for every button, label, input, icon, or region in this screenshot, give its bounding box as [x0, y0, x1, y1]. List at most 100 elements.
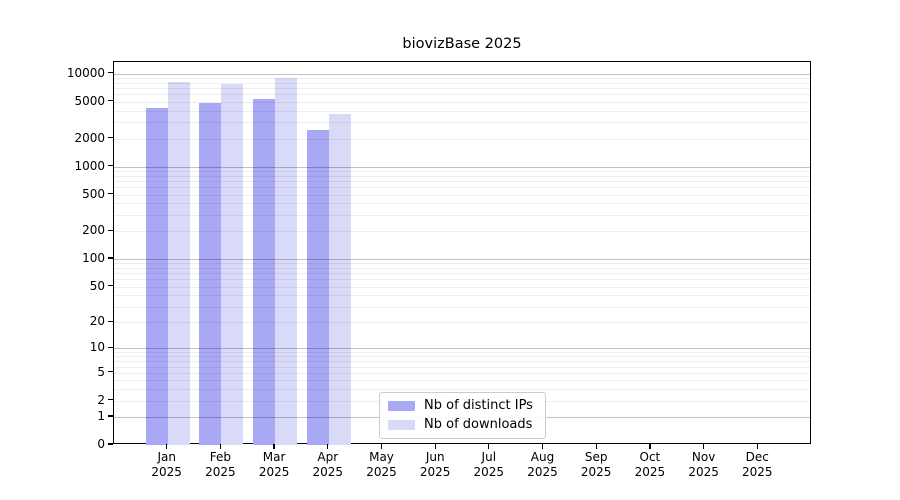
y-axis-tick: [108, 100, 113, 102]
legend-item: Nb of downloads: [388, 418, 536, 432]
y-axis-tick-label: 10: [89, 340, 105, 355]
y-axis-tick: [108, 229, 113, 231]
gridline-minor: [114, 101, 810, 103]
gridline-minor: [114, 82, 810, 84]
gridline-minor: [114, 180, 810, 182]
y-axis-tick-label: 0: [97, 437, 105, 451]
legend: Nb of distinct IPs Nb of downloads: [379, 392, 546, 439]
gridline-minor: [114, 170, 810, 172]
x-axis-tick: [434, 443, 436, 449]
legend-label: Nb of distinct IPs: [424, 398, 533, 413]
x-axis-tick-label: Jan 2025: [151, 450, 182, 479]
gridline-minor: [114, 356, 810, 358]
y-axis-tick: [108, 136, 113, 139]
grid-layer: [114, 62, 810, 443]
bars-layer: [114, 62, 810, 445]
y-axis-tick: [108, 320, 113, 322]
gridline-minor: [114, 94, 810, 96]
gridline-minor: [114, 380, 810, 382]
x-axis-tick-label: Feb 2025: [205, 450, 236, 479]
gridline-minor: [114, 175, 810, 177]
chart-title: biovizBase 2025: [402, 36, 522, 52]
gridline-minor: [114, 194, 810, 196]
bar-downloads: [275, 78, 298, 445]
x-axis-tick: [541, 443, 544, 449]
y-axis-tick-label: 50: [89, 278, 105, 293]
plot-area: [113, 61, 811, 445]
legend-label: Nb of downloads: [424, 417, 533, 432]
y-axis-tick-label: 5000: [74, 93, 105, 108]
x-axis-tick-label: Jul 2025: [473, 450, 505, 479]
x-axis-tick: [219, 443, 222, 449]
x-axis-tick: [380, 443, 383, 449]
x-axis-tick: [327, 443, 329, 449]
gridline-minor: [114, 267, 810, 269]
bar-downloads: [167, 82, 190, 445]
gridline-major: [114, 166, 810, 168]
y-axis-tick: [108, 284, 113, 287]
gridline-minor: [114, 352, 810, 354]
y-axis-tick-label: 10000: [66, 65, 105, 80]
bar-downloads: [221, 84, 244, 445]
y-axis-tick-label: 1000: [74, 158, 105, 173]
gridline-minor: [114, 279, 810, 281]
x-axis-tick: [649, 443, 651, 449]
y-axis-tick: [108, 415, 113, 417]
gridline-minor: [114, 322, 810, 324]
y-axis-tick-label: 500: [82, 186, 105, 201]
y-axis-tick: [108, 346, 113, 349]
legend-swatch-distinct-ips: [388, 401, 415, 411]
gridline-minor: [114, 231, 810, 233]
y-axis-tick: [108, 192, 113, 195]
x-axis-tick: [595, 443, 597, 449]
x-axis-tick: [488, 443, 490, 449]
gridline-minor: [114, 361, 810, 363]
gridline-minor: [114, 263, 810, 265]
gridline-minor: [114, 295, 810, 297]
x-axis-tick-label: Jun 2025: [419, 450, 451, 479]
y-axis-tick-label: 200: [82, 223, 105, 238]
gridline-major: [114, 259, 810, 260]
bar-distinct-ips: [306, 129, 329, 445]
gridline-minor: [114, 372, 810, 374]
bar-distinct-ips: [199, 103, 222, 445]
x-axis-tick-label: Mar 2025: [258, 450, 290, 479]
x-axis-tick-label: Sep 2025: [580, 450, 612, 479]
x-axis-tick: [756, 443, 758, 449]
x-axis-tick-label: Oct 2025: [634, 450, 666, 479]
x-axis-tick-label: Apr 2025: [312, 450, 344, 479]
y-axis-tick: [108, 72, 113, 74]
gridline-minor: [114, 306, 810, 308]
gridline-minor: [114, 273, 810, 275]
gridline-minor: [114, 78, 810, 79]
y-axis-tick: [108, 443, 113, 445]
y-axis-tick: [108, 257, 113, 259]
gridline-minor: [114, 122, 810, 124]
x-axis-tick-label: May 2025: [366, 450, 397, 479]
y-axis-tick-label: 20: [89, 314, 105, 329]
y-axis-tick-label: 2: [97, 392, 105, 407]
x-axis-tick: [702, 443, 705, 449]
y-axis-tick: [108, 164, 113, 167]
gridline-minor: [114, 366, 810, 368]
legend-item: Nb of distinct IPs: [388, 399, 536, 413]
gridline-major: [114, 348, 810, 350]
x-axis-tick-label: Nov 2025: [688, 450, 719, 479]
gridline-minor: [114, 286, 810, 288]
legend-swatch-downloads: [388, 420, 415, 430]
x-axis-tick-label: Aug 2025: [527, 450, 558, 479]
y-axis-tick-label: 5: [97, 364, 105, 379]
gridline-minor: [114, 215, 810, 216]
y-axis-tick: [108, 399, 113, 401]
gridline-minor: [114, 203, 810, 205]
x-axis-tick: [166, 443, 168, 449]
bar-distinct-ips: [145, 107, 168, 445]
y-axis-tick: [108, 371, 113, 373]
gridline-major: [114, 73, 810, 75]
y-axis-tick-label: 1: [97, 409, 105, 424]
gridline-minor: [114, 110, 810, 112]
gridline-minor: [114, 187, 810, 189]
gridline-minor: [114, 389, 810, 391]
y-axis-tick-label: 100: [82, 251, 105, 265]
